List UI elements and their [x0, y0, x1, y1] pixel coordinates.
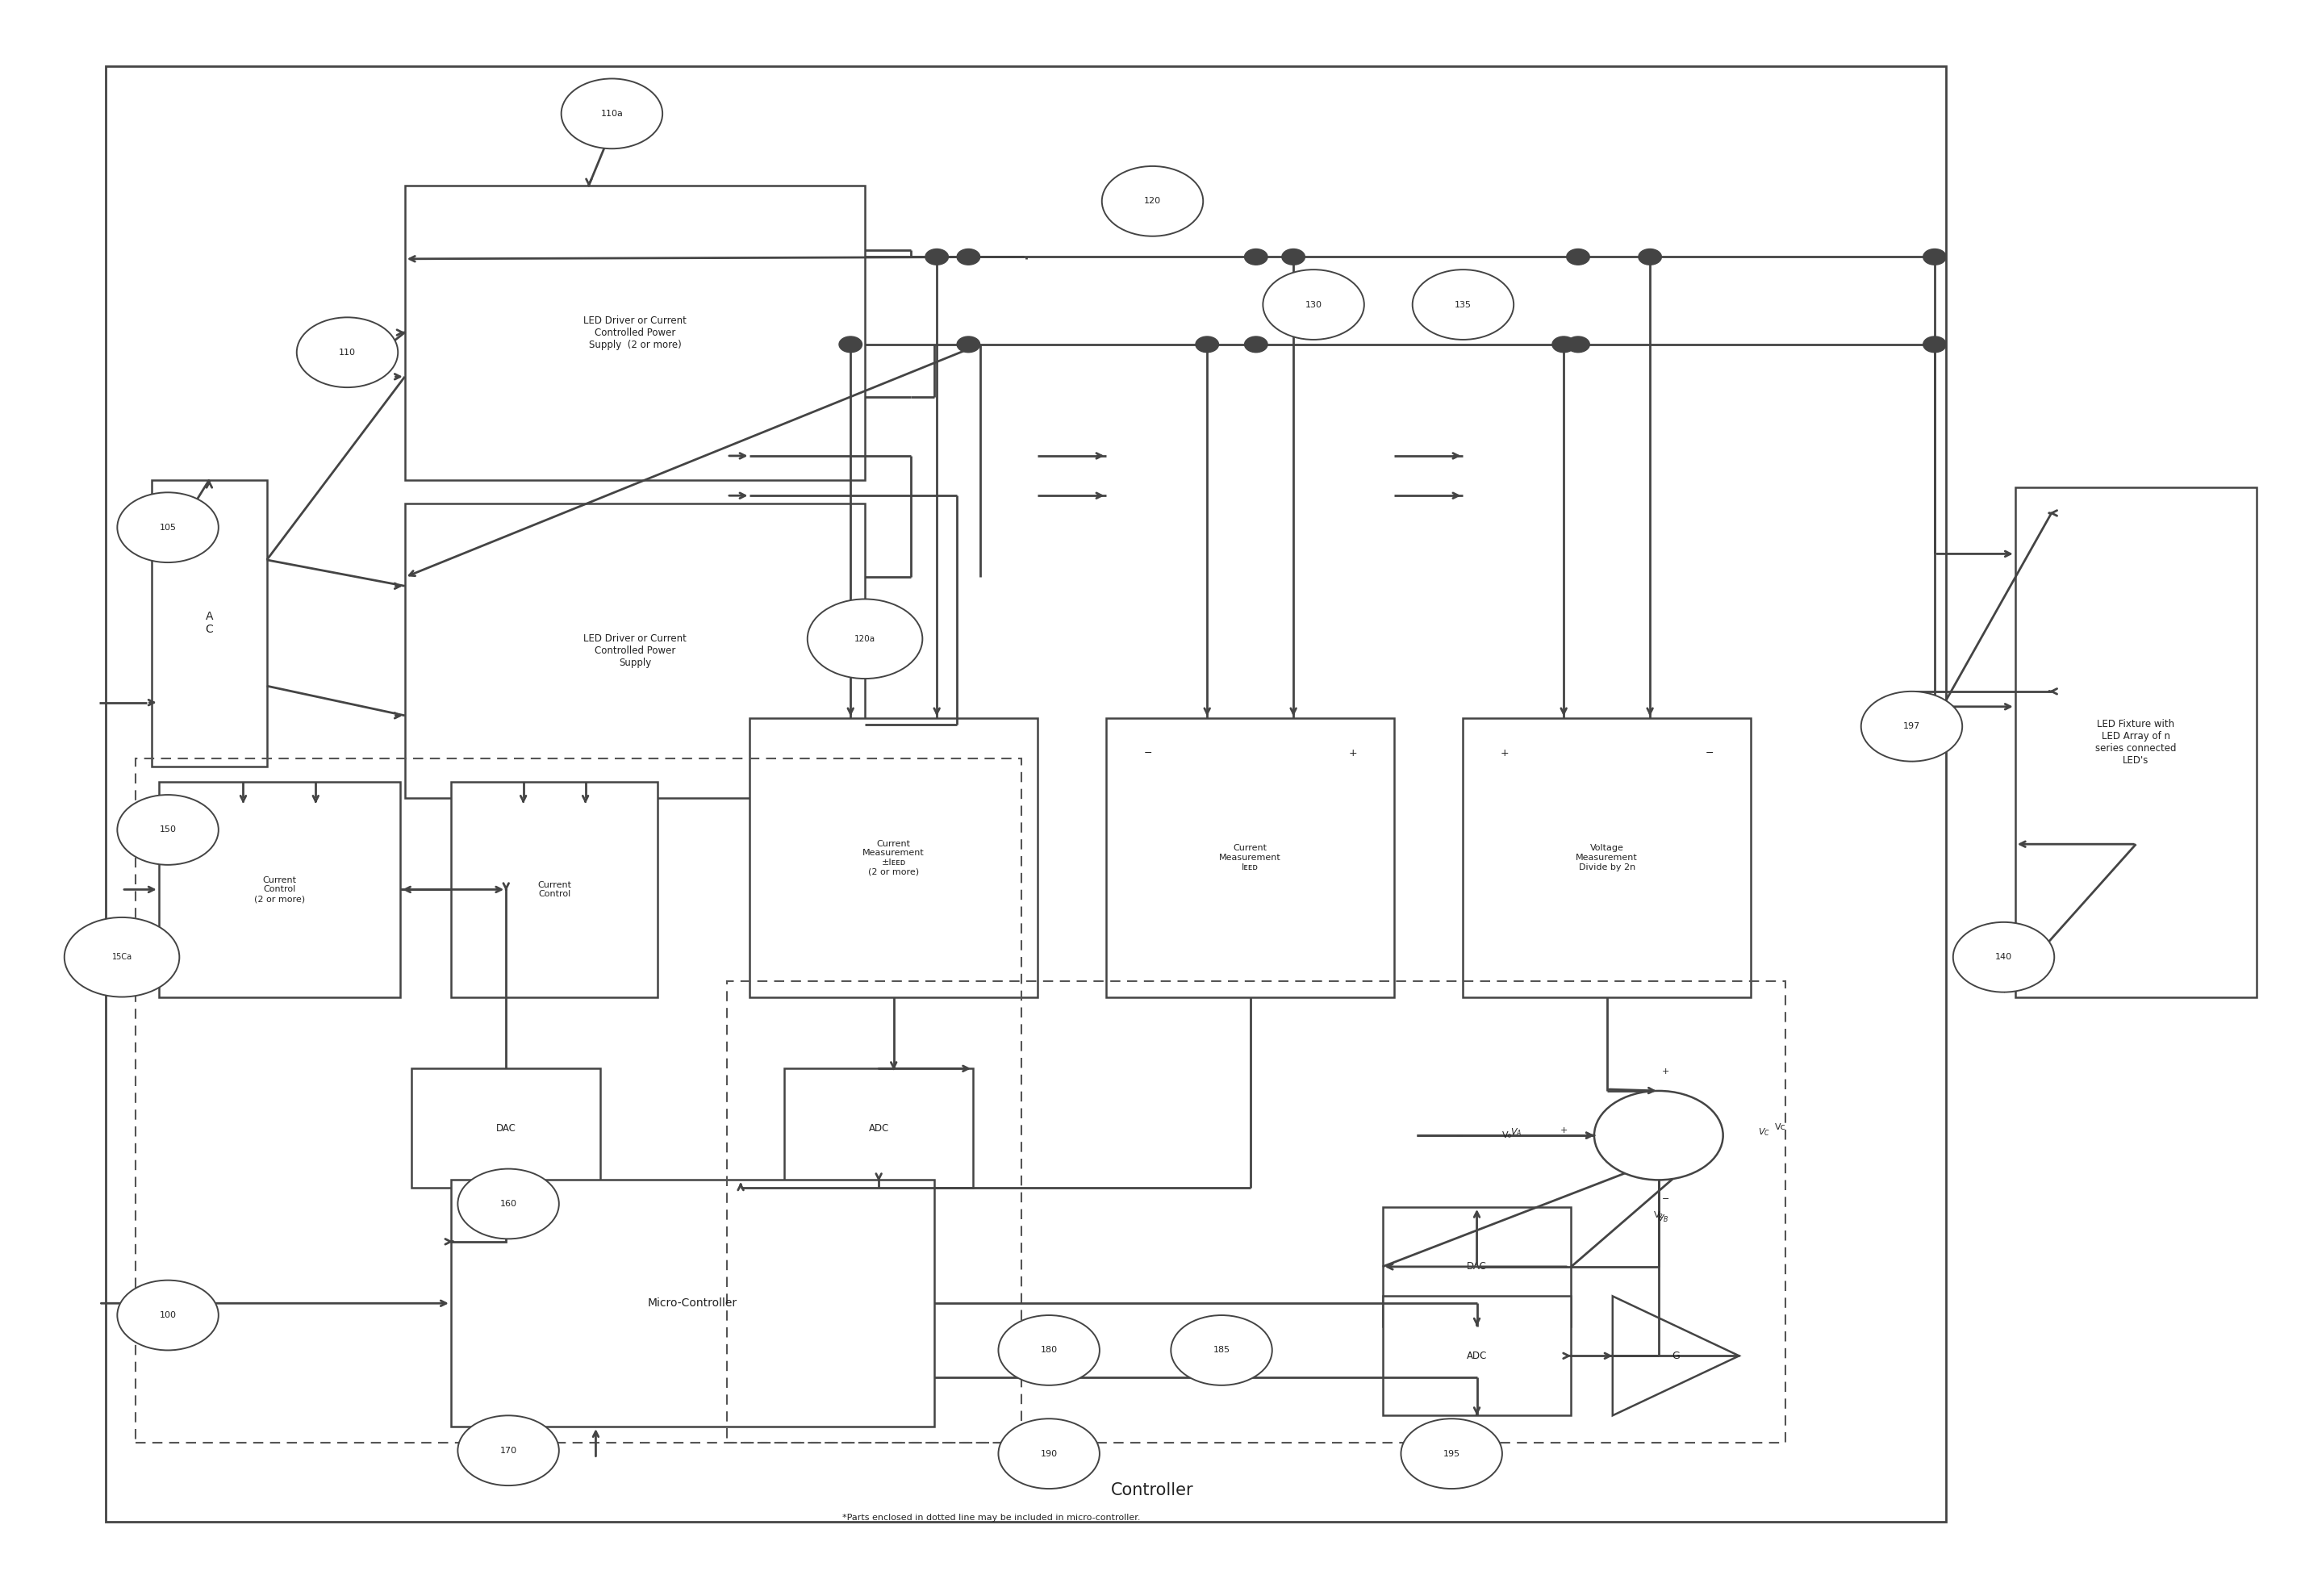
- Text: ADC: ADC: [869, 1124, 890, 1133]
- Text: DAC: DAC: [1466, 1261, 1487, 1272]
- Text: +: +: [1560, 1127, 1567, 1135]
- Text: 105: 105: [159, 523, 177, 531]
- Bar: [749, 718, 1037, 998]
- Text: Controller: Controller: [1111, 1483, 1194, 1499]
- Text: 185: 185: [1212, 1345, 1231, 1355]
- Bar: [159, 782, 401, 998]
- Text: 110: 110: [339, 348, 355, 356]
- Text: 110a: 110a: [602, 110, 622, 118]
- Text: 135: 135: [1454, 300, 1471, 308]
- Circle shape: [924, 249, 947, 265]
- Circle shape: [1860, 691, 1962, 761]
- Circle shape: [998, 1419, 1099, 1489]
- Circle shape: [1171, 1315, 1272, 1385]
- Text: +: +: [1348, 749, 1358, 758]
- Text: 197: 197: [1904, 723, 1920, 731]
- Circle shape: [1413, 270, 1514, 340]
- Text: *Parts enclosed in dotted line may be included in micro-controller.: *Parts enclosed in dotted line may be in…: [841, 1513, 1141, 1521]
- Bar: [106, 65, 1945, 1523]
- Circle shape: [1952, 922, 2054, 993]
- Bar: [136, 758, 1021, 1443]
- Text: LED Driver or Current
Controlled Power
Supply  (2 or more): LED Driver or Current Controlled Power S…: [583, 314, 687, 350]
- Text: 15Ca: 15Ca: [111, 953, 131, 961]
- Text: 160: 160: [500, 1200, 516, 1208]
- Text: $V_C$: $V_C$: [1759, 1127, 1770, 1138]
- Circle shape: [1567, 337, 1590, 353]
- Circle shape: [118, 1280, 219, 1350]
- Text: DAC: DAC: [496, 1124, 516, 1133]
- Bar: [406, 185, 864, 480]
- Bar: [413, 1069, 599, 1187]
- Circle shape: [1282, 249, 1305, 265]
- Bar: [1106, 718, 1395, 998]
- Text: 100: 100: [159, 1312, 177, 1320]
- Circle shape: [1567, 249, 1590, 265]
- Bar: [1383, 1296, 1572, 1416]
- Text: 195: 195: [1443, 1449, 1459, 1457]
- Text: 150: 150: [159, 825, 177, 833]
- Circle shape: [459, 1416, 560, 1486]
- Circle shape: [65, 918, 180, 998]
- Text: Voltage
Measurement
Divide by 2n: Voltage Measurement Divide by 2n: [1577, 844, 1639, 871]
- Circle shape: [1245, 337, 1268, 353]
- Circle shape: [1595, 1090, 1724, 1179]
- Circle shape: [297, 318, 399, 388]
- Text: 140: 140: [1996, 953, 2012, 961]
- Circle shape: [1245, 249, 1268, 265]
- Circle shape: [1551, 337, 1574, 353]
- Bar: [726, 982, 1784, 1443]
- Text: A
C: A C: [205, 611, 214, 635]
- Text: V₂: V₂: [1653, 1211, 1664, 1219]
- Circle shape: [1196, 337, 1219, 353]
- Circle shape: [1639, 249, 1662, 265]
- Text: G: G: [1671, 1350, 1680, 1361]
- Circle shape: [1922, 337, 1945, 353]
- Text: LED Fixture with
LED Array of n
series connected
LED's: LED Fixture with LED Array of n series c…: [2095, 718, 2176, 766]
- Circle shape: [957, 337, 980, 353]
- Circle shape: [839, 337, 862, 353]
- Circle shape: [998, 1315, 1099, 1385]
- Circle shape: [560, 78, 662, 148]
- Circle shape: [957, 249, 980, 265]
- Text: 130: 130: [1305, 300, 1323, 308]
- Bar: [452, 1179, 934, 1427]
- Bar: [1383, 1207, 1572, 1326]
- Circle shape: [1102, 166, 1203, 236]
- Text: Current
Measurement
Iᴇᴇᴅ: Current Measurement Iᴇᴇᴅ: [1219, 844, 1282, 871]
- Text: 120: 120: [1143, 198, 1162, 206]
- Circle shape: [1401, 1419, 1503, 1489]
- Bar: [2015, 488, 2257, 998]
- Text: 190: 190: [1040, 1449, 1058, 1457]
- Text: −: −: [1143, 749, 1152, 758]
- Text: 170: 170: [500, 1446, 516, 1454]
- Text: $V_B$: $V_B$: [1657, 1213, 1669, 1224]
- Polygon shape: [1614, 1296, 1740, 1416]
- Text: +: +: [1501, 749, 1510, 758]
- Circle shape: [807, 598, 922, 678]
- Text: −: −: [1706, 749, 1713, 758]
- Circle shape: [459, 1168, 560, 1238]
- Circle shape: [1922, 249, 1945, 265]
- Circle shape: [1263, 270, 1365, 340]
- Text: +: +: [1662, 1068, 1669, 1076]
- Text: 120a: 120a: [855, 635, 876, 643]
- Text: Current
Measurement
±Iᴇᴇᴅ
(2 or more): Current Measurement ±Iᴇᴇᴅ (2 or more): [862, 839, 924, 876]
- Text: $V_A$: $V_A$: [1510, 1127, 1521, 1138]
- Text: −: −: [1662, 1195, 1669, 1203]
- Bar: [784, 1069, 973, 1187]
- Text: Current
Control: Current Control: [537, 881, 572, 899]
- Bar: [452, 782, 657, 998]
- Text: Current
Control
(2 or more): Current Control (2 or more): [254, 876, 304, 903]
- Text: Vᴄ: Vᴄ: [1775, 1124, 1786, 1132]
- Text: ADC: ADC: [1466, 1350, 1487, 1361]
- Bar: [152, 480, 267, 766]
- Text: Micro-Controller: Micro-Controller: [648, 1298, 738, 1309]
- Text: V₀: V₀: [1503, 1132, 1512, 1140]
- Bar: [406, 504, 864, 798]
- Text: LED Driver or Current
Controlled Power
Supply: LED Driver or Current Controlled Power S…: [583, 634, 687, 669]
- Bar: [1464, 718, 1749, 998]
- Circle shape: [118, 493, 219, 562]
- Circle shape: [118, 795, 219, 865]
- Text: 180: 180: [1040, 1345, 1058, 1355]
